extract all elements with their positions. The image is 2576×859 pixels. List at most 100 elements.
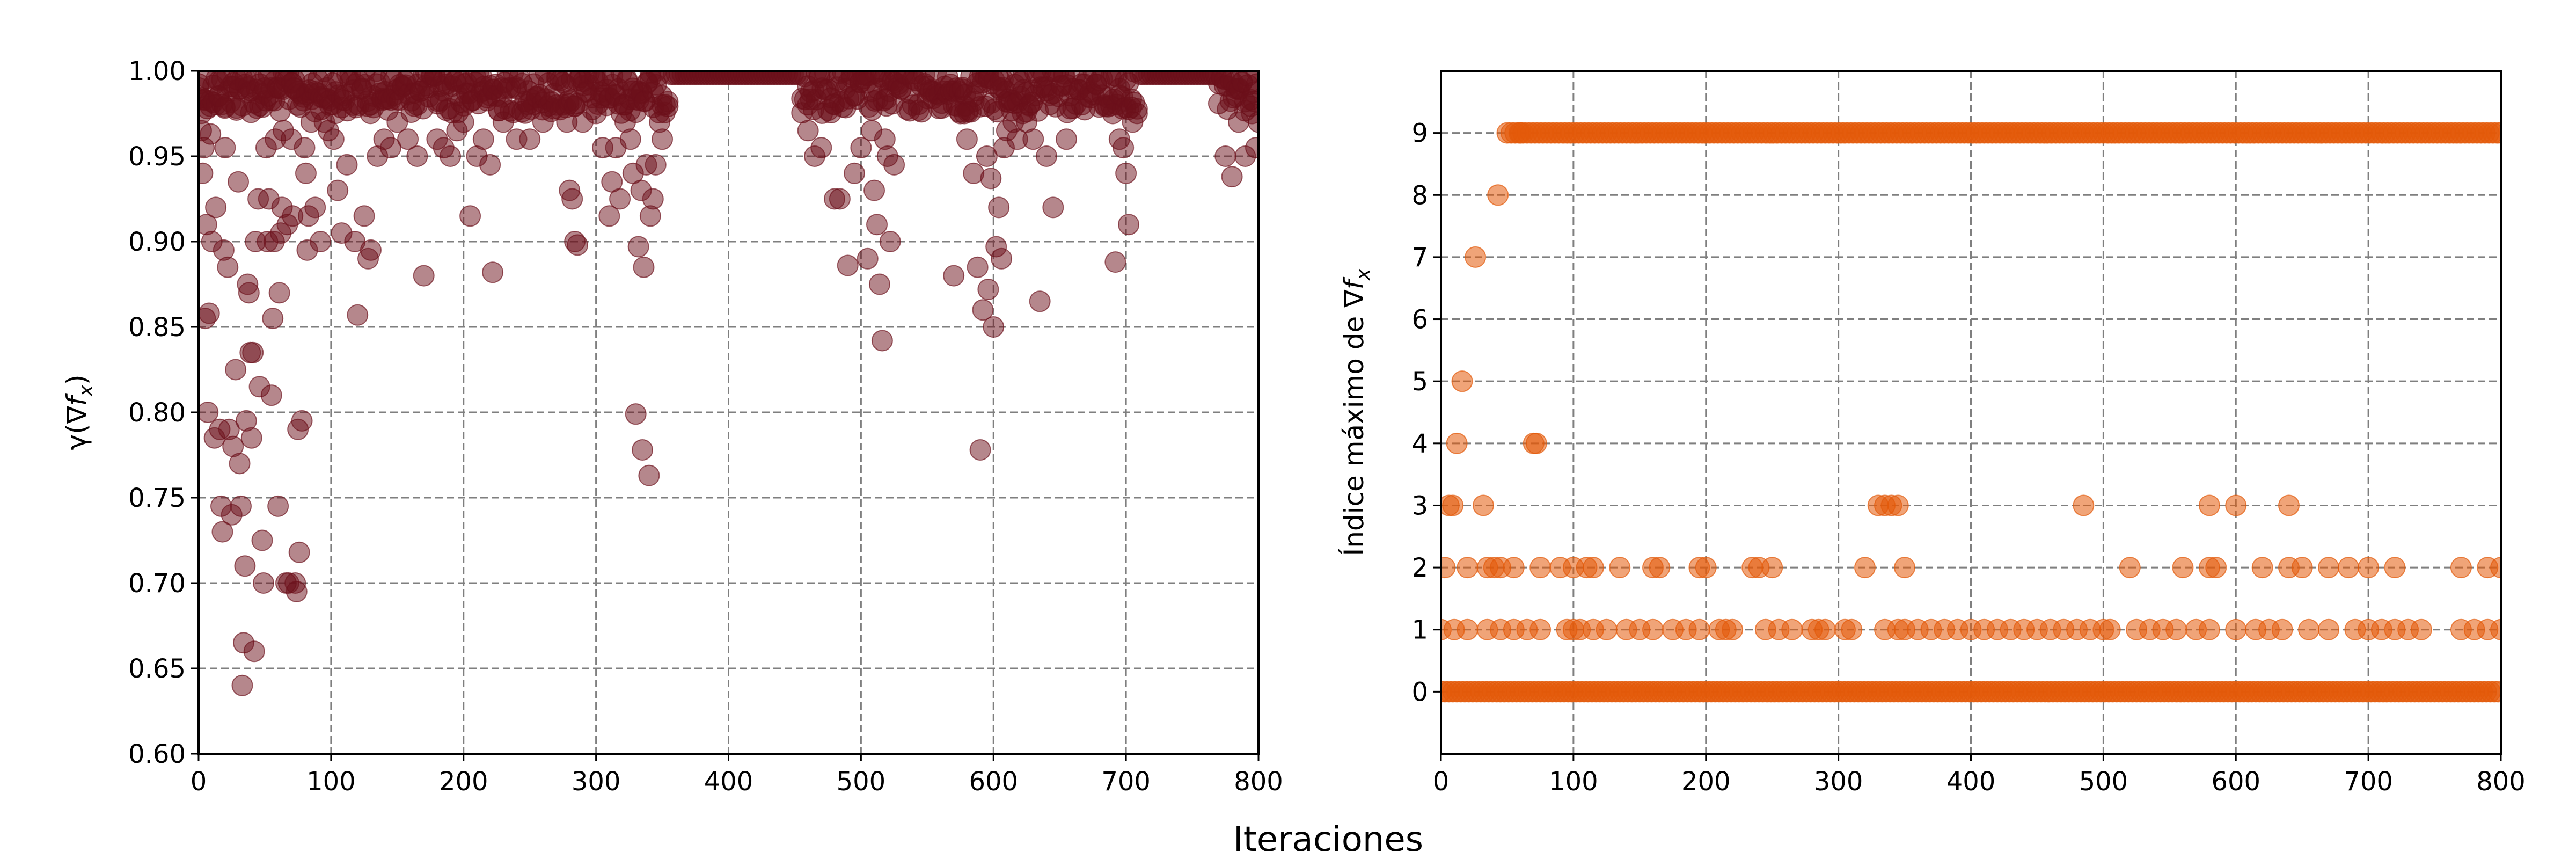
left-scatter-plot: 0 100 200 300 400 500 600 700 800 0.60 0.65 0.70 0.7… [61,56,1283,797]
data-point [1465,246,1487,268]
data-point [1887,494,1909,516]
data-point [199,302,220,324]
data-point [829,188,851,210]
data-point [229,453,251,475]
data-point [972,299,994,321]
data-point [633,256,655,278]
data-point [230,495,252,517]
data-point [199,162,214,184]
data-point [2410,618,2432,640]
grid [1441,71,2501,754]
data-point [2099,618,2121,640]
data-point [2198,618,2220,640]
data-point [1642,618,1664,640]
data-point [1525,432,1547,454]
data-point [1722,618,1744,640]
data-point [619,128,641,150]
data-point [1695,557,1717,579]
data-point [2291,557,2313,579]
data-point [953,103,975,125]
data-point [283,77,305,99]
data-point [545,94,567,116]
data-point [336,154,358,176]
data-point [397,128,419,150]
data-point [1854,557,1876,579]
y-tick-label: 0.90 [128,227,186,257]
data-point [1761,557,1783,579]
data-point [1894,557,1916,579]
data-point [2251,557,2273,579]
y-tick-label: 0.85 [128,312,186,343]
data-point [251,529,273,551]
data-point [2298,618,2320,640]
x-tick-label: 0 [1433,767,1450,797]
data-point [2487,681,2501,703]
y-tick-label: 3 [1411,491,1428,521]
x-tick-label: 200 [439,767,488,797]
data-point [347,304,369,326]
data-point [323,128,345,150]
data-point [199,77,209,99]
data-point [969,439,991,461]
data-point [286,580,308,602]
data-point [625,403,647,425]
data-point [585,103,607,125]
x-tick-label: 500 [837,767,886,797]
data-point [1457,618,1479,640]
data-point [844,162,866,184]
data-points [1441,122,2501,703]
data-point [868,273,890,295]
data-point [1115,162,1137,184]
data-points [199,71,1258,696]
data-point [1529,557,1552,579]
x-tick-label: 100 [1549,767,1598,797]
data-point [642,188,664,210]
data-point [1104,251,1126,273]
data-point [1221,166,1243,188]
shared-x-axis-label: Iteraciones [1233,820,1423,859]
data-point [353,205,375,227]
y-tick-label: 4 [1411,429,1428,459]
data-point [2384,557,2406,579]
y-tick-label: 7 [1411,243,1428,273]
data-point [1245,137,1258,159]
data-point [2338,557,2360,579]
data-point [2490,557,2501,579]
data-point [234,555,256,577]
data-point [214,137,236,159]
data-point [1609,557,1631,579]
data-point [1036,145,1057,167]
x-tick-label: 100 [306,767,356,797]
data-point [440,145,462,167]
data-point [254,77,276,99]
data-point [217,256,239,278]
data-point [1102,103,1124,125]
data-point [243,640,265,663]
data-point [991,247,1013,270]
data-point [652,128,674,150]
data-point [238,282,260,304]
data-point [1451,370,1473,392]
data-point [2172,557,2194,579]
y-axis-label: Índice máximo de ∇fx [1338,268,1374,556]
data-point [837,254,859,276]
data-point [863,179,885,201]
data-point [1056,128,1078,150]
data-point [479,154,501,176]
data-point [452,111,474,133]
data-point [2225,494,2247,516]
data-point [956,128,978,150]
data-point [1457,557,1479,579]
data-point [2358,557,2380,579]
data-point [1442,494,1464,516]
data-point [211,521,233,543]
data-point [1446,432,1468,454]
data-point [871,330,893,352]
data-point [532,111,554,133]
data-point [205,196,227,219]
data-point [967,256,989,278]
data-point [1022,128,1044,150]
data-point [1688,618,1710,640]
data-point [360,239,382,261]
